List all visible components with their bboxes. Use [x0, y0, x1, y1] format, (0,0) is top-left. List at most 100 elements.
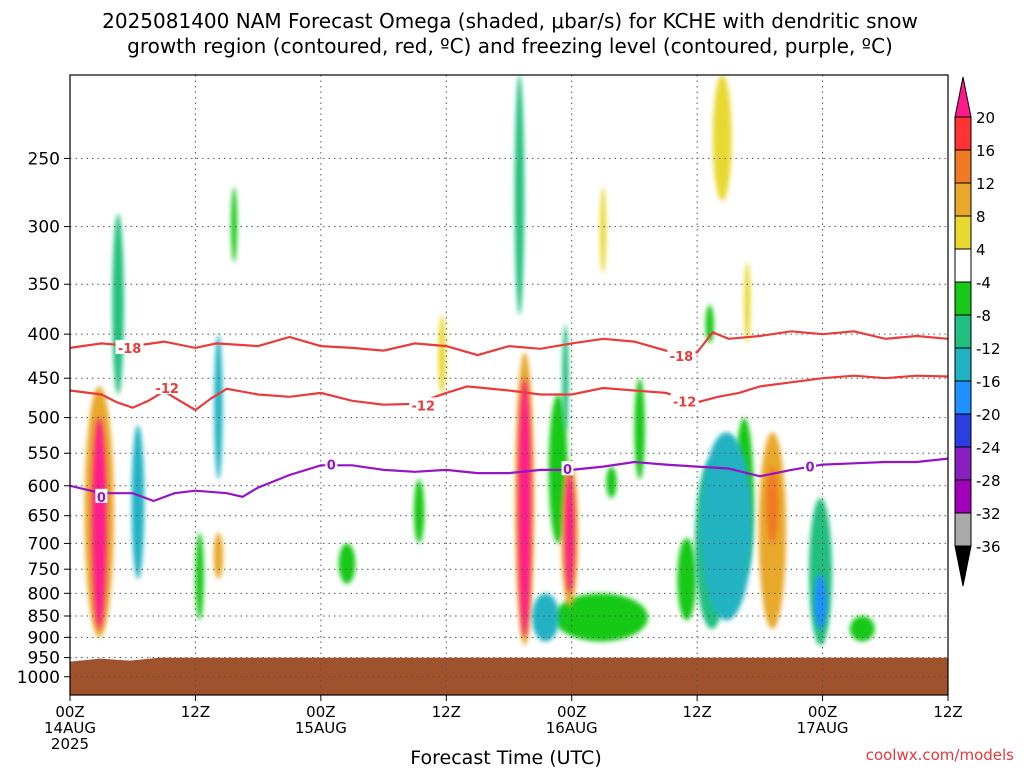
- omega-blob: [677, 538, 697, 621]
- y-tick-label: 900: [28, 628, 60, 648]
- omega-blob: [712, 75, 732, 201]
- omega-blob: [438, 314, 446, 395]
- omega-blob: [231, 187, 238, 263]
- contour-label-bg: [804, 458, 817, 473]
- omega-blob: [214, 334, 223, 480]
- colorbar-label: -24: [976, 439, 1001, 457]
- colorbar-swatch: [954, 446, 972, 481]
- colorbar-label: -16: [976, 373, 1001, 391]
- omega-blob: [564, 473, 575, 594]
- colorbar-legend: 20 16 12 8 4 -4 -8 -12 -16 -20 -24 -28 -32 -36: [954, 76, 1001, 587]
- omega-blob: [213, 532, 224, 580]
- x-tick-label: 12Z: [933, 703, 962, 721]
- contour-line: [70, 374, 948, 412]
- colorbar-swatch: [954, 149, 972, 184]
- colorbar-label: -32: [976, 505, 1001, 523]
- y-tick-label: 550: [28, 444, 60, 464]
- contour-label: 0: [97, 491, 106, 506]
- omega-blob: [744, 262, 751, 344]
- omega-blob: [606, 466, 617, 499]
- omega-blob: [338, 543, 356, 584]
- contour-label: -12: [673, 396, 697, 411]
- colorbar-swatch: [954, 116, 972, 151]
- omega-blob: [700, 432, 753, 621]
- y-tick-label: 250: [28, 149, 60, 169]
- contour-label-bg: [95, 488, 108, 503]
- contour-line: [70, 330, 948, 357]
- colorbar-swatch: [954, 413, 972, 448]
- colorbar-label: -36: [976, 538, 1001, 556]
- omega-shading: [84, 75, 875, 646]
- omega-blob: [766, 466, 779, 544]
- colorbar-label: -20: [976, 406, 1001, 424]
- omega-blob: [112, 213, 124, 395]
- y-tick-label: 300: [28, 218, 60, 238]
- y-tick-label: 400: [28, 325, 60, 345]
- site-credit: coolwx.com/models: [866, 746, 1014, 764]
- colorbar-swatch: [954, 215, 972, 250]
- contour-lines: -18 -18 -12 -12 -12 0 0 0 0: [70, 330, 948, 506]
- y-tick-label: 950: [28, 649, 60, 669]
- colorbar-swatch: [954, 182, 972, 217]
- contour-label-bg: [667, 347, 696, 362]
- title-line-1: 2025081400 NAM Forecast Omega (shaded, μ…: [102, 9, 918, 33]
- contour-label: -18: [670, 350, 694, 365]
- x-tick-date: 16AUG: [546, 719, 598, 737]
- colorbar-top-arrow: [954, 76, 972, 118]
- contour-label-bg: [115, 339, 144, 354]
- colorbar-swatch: [954, 281, 972, 316]
- colorbar-label: 8: [976, 208, 986, 226]
- plot-frame: [69, 74, 949, 696]
- contour-label: -18: [118, 342, 142, 357]
- omega-blob: [531, 593, 560, 642]
- omega-blob: [600, 187, 607, 274]
- terrain-fill: [70, 657, 948, 695]
- y-tick-label: 850: [28, 607, 60, 627]
- colorbar-label: -28: [976, 472, 1001, 490]
- contour-label: -12: [155, 382, 179, 397]
- omega-blob: [814, 574, 827, 629]
- contour-line: [70, 457, 948, 503]
- omega-blob: [518, 378, 531, 638]
- x-tick-label: 12Z: [432, 703, 461, 721]
- colorbar-swatch: [954, 512, 972, 547]
- colorbar-swatch: [954, 479, 972, 514]
- y-tick-label: 650: [28, 507, 60, 527]
- x-axis-label: Forecast Time (UTC): [410, 747, 601, 768]
- y-axis-ticks: 2503003504004505005506006507007508008509…: [17, 149, 70, 688]
- omega-blob: [849, 615, 875, 642]
- x-tick-date: 17AUG: [797, 719, 849, 737]
- omega-blob: [195, 532, 204, 621]
- x-tick-date: 15AUG: [295, 719, 347, 737]
- contour-label-bg: [670, 393, 699, 408]
- x-tick-year: 2025: [51, 735, 89, 753]
- omega-blob: [413, 479, 425, 544]
- omega-blob: [553, 593, 649, 642]
- x-tick-label: 12Z: [181, 703, 210, 721]
- omega-blob: [131, 424, 145, 580]
- plot-border: [69, 74, 949, 696]
- y-tick-label: 350: [28, 275, 60, 295]
- x-tick-date: 14AUG: [44, 719, 96, 737]
- contour-label: 0: [806, 461, 815, 476]
- x-tick-label: 00Z: [55, 703, 84, 721]
- y-tick-label: 500: [28, 409, 60, 429]
- x-tick-label: 00Z: [808, 703, 837, 721]
- contour-label: -12: [412, 399, 436, 414]
- y-tick-label: 800: [28, 584, 60, 604]
- colorbar-label: -8: [976, 307, 991, 325]
- colorbar-swatch: [954, 314, 972, 349]
- y-tick-label: 700: [28, 534, 60, 554]
- colorbar-label: 20: [976, 109, 995, 127]
- omega-blob: [514, 75, 525, 315]
- x-tick-label: 12Z: [682, 703, 711, 721]
- omega-blob: [91, 417, 107, 629]
- y-tick-label: 600: [28, 477, 60, 497]
- colorbar-label: -12: [976, 340, 1001, 358]
- contour-label: 0: [327, 459, 336, 474]
- colorbar-label: 12: [976, 175, 995, 193]
- colorbar-swatch: [954, 248, 972, 283]
